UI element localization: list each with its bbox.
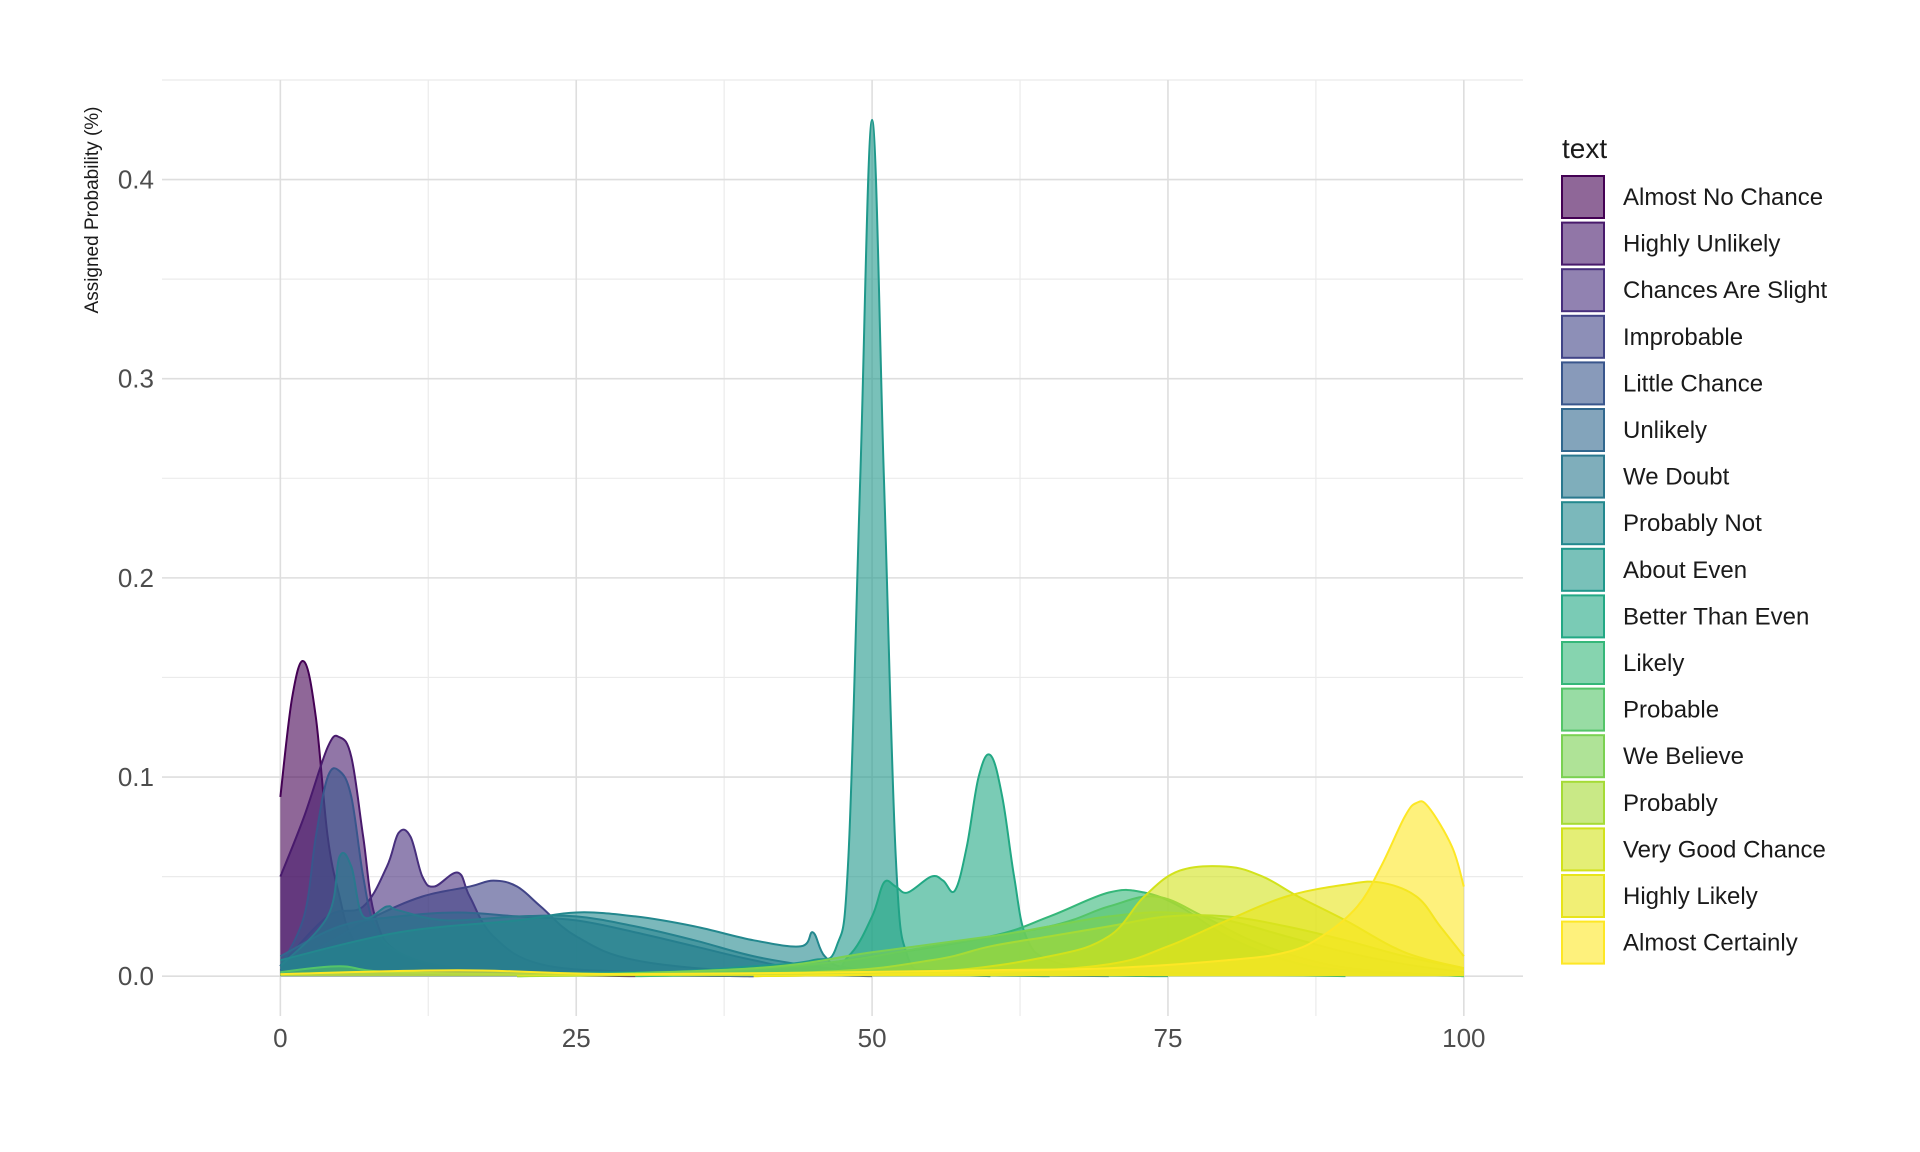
legend-key-highly-likely (1561, 874, 1605, 918)
x-tick-label: 0 (273, 1023, 287, 1053)
y-tick-label: 0.4 (118, 165, 154, 195)
legend-key-about-even (1561, 547, 1605, 592)
legend-label-likely: Likely (1623, 650, 1684, 677)
legend-key-very-good-chance (1561, 827, 1605, 872)
y-axis-title: Assigned Probability (%) (82, 107, 103, 314)
legend-label-little-chance: Little Chance (1623, 370, 1763, 397)
x-tick-label: 100 (1442, 1023, 1485, 1053)
legend-key-probably-not (1561, 501, 1605, 546)
density-areas (279, 118, 1465, 978)
x-tick-label: 75 (1153, 1023, 1182, 1053)
legend-label-probably-not: Probably Not (1623, 510, 1762, 537)
legend-key-improbable (1561, 314, 1605, 359)
legend-label-better-than-even: Better Than Even (1623, 603, 1809, 630)
legend-label-we-doubt: We Doubt (1623, 464, 1730, 491)
legend-key-unlikely (1561, 408, 1605, 452)
legend-key-little-chance (1561, 361, 1605, 406)
y-tick-label: 0.1 (118, 762, 154, 792)
legend-label-unlikely: Unlikely (1623, 417, 1707, 444)
legend-key-likely (1561, 641, 1605, 685)
x-tick-label: 50 (858, 1023, 887, 1053)
legend-label-almost-certainly: Almost Certainly (1623, 930, 1798, 957)
density-area-better-than-even (635, 754, 1346, 977)
legend-label-about-even: About Even (1623, 557, 1747, 584)
density-area-probably-not (280, 912, 1050, 977)
legend-label-highly-unlikely: Highly Unlikely (1623, 231, 1780, 258)
legend-label-almost-no-chance: Almost No Chance (1623, 184, 1823, 211)
legend-key-almost-no-chance (1561, 175, 1605, 219)
legend-label-improbable: Improbable (1623, 324, 1743, 351)
legend-key-we-doubt (1561, 454, 1605, 499)
legend-label-we-believe: We Believe (1623, 743, 1744, 770)
y-tick-label: 0.0 (118, 961, 154, 991)
density-outline-almost-certainly (280, 800, 1465, 976)
legend-key-chances-are-slight (1561, 268, 1605, 313)
y-tick-label: 0.2 (118, 563, 154, 593)
legend-label-probable: Probable (1623, 697, 1719, 724)
legend-key-almost-certainly (1561, 920, 1605, 965)
y-tick-label: 0.3 (118, 364, 154, 394)
y-axis-ticks: 0.0 0.1 0.2 0.3 0.4 (118, 165, 154, 992)
legend-label-very-good-chance: Very Good Chance (1623, 836, 1826, 863)
legend-label-highly-likely: Highly Likely (1623, 883, 1758, 910)
legend-label-chances-are-slight: Chances Are Slight (1623, 277, 1827, 304)
legend-key-probably (1561, 780, 1605, 825)
legend: text Almost No Chance Highly Unlikely Chan… (1561, 133, 1827, 965)
legend-key-probable (1561, 687, 1605, 732)
legend-key-we-believe (1561, 734, 1605, 779)
legend-key-better-than-even (1561, 594, 1605, 639)
x-axis-ticks: 0 25 50 75 100 (273, 1023, 1485, 1053)
legend-title: text (1562, 133, 1607, 164)
x-tick-label: 25 (562, 1023, 591, 1053)
density-area-almost-certainly (280, 801, 1464, 977)
legend-key-highly-unlikely (1561, 221, 1605, 266)
legend-label-probably: Probably (1623, 790, 1718, 817)
